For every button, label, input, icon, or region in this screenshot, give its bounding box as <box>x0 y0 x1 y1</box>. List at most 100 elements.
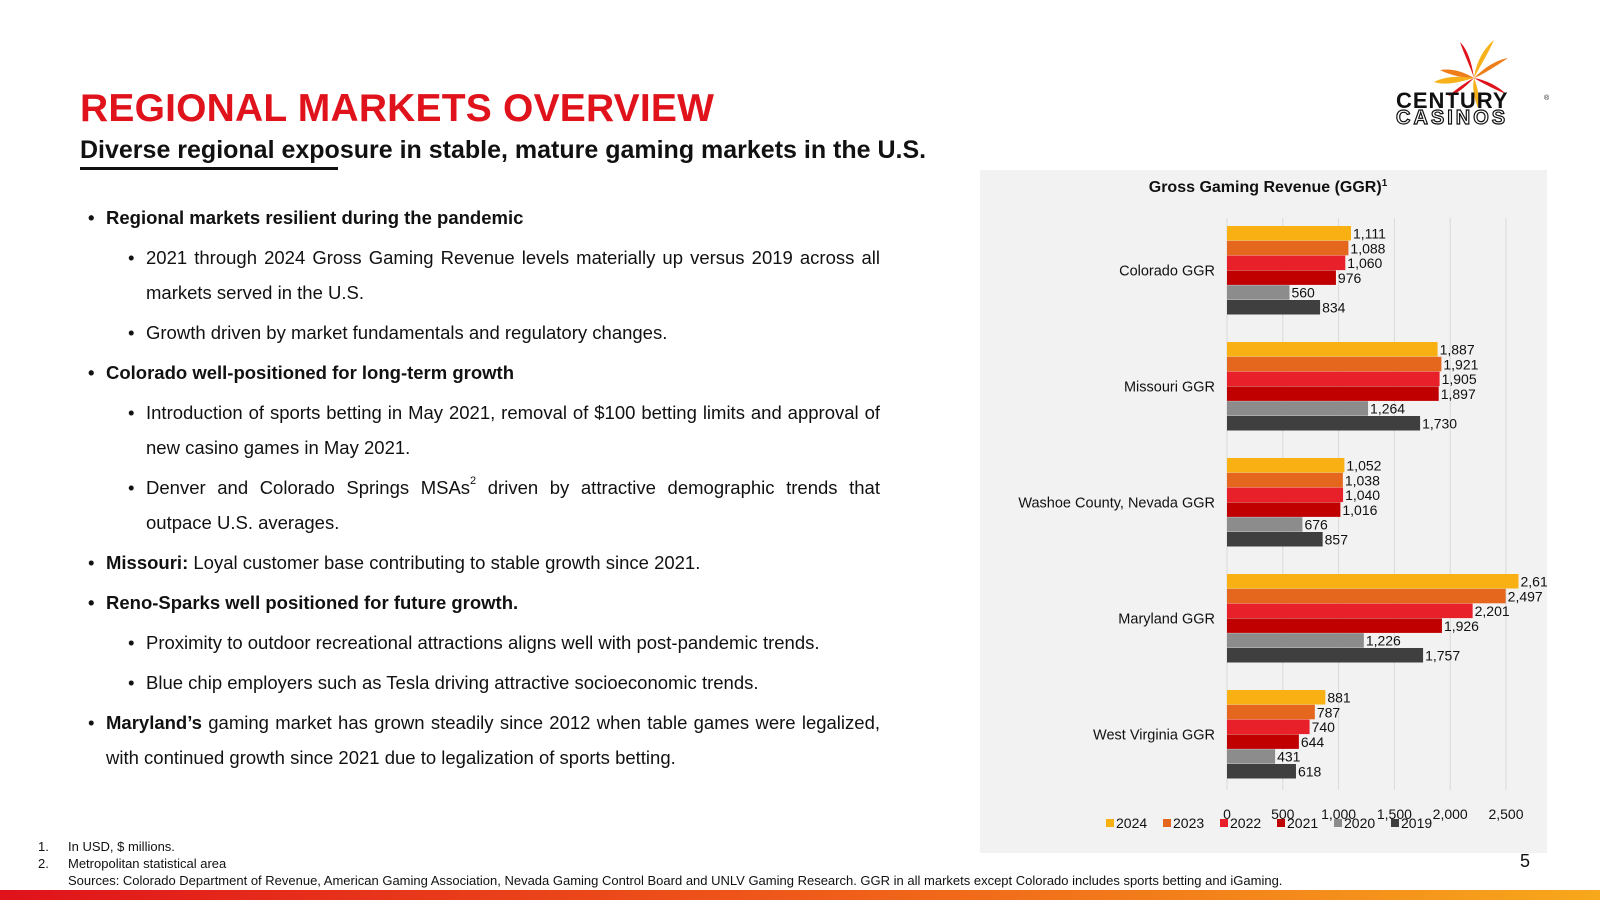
bar-2021 <box>1227 386 1439 401</box>
data-label: 1,921 <box>1443 356 1478 372</box>
bar-2023 <box>1227 588 1506 604</box>
ggr-chart-panel: Gross Gaming Revenue (GGR)1 0 500 1,000 1,50… <box>980 170 1547 853</box>
category-label: Washoe County, Nevada GGR <box>1018 495 1215 511</box>
legend-swatch-2024 <box>1106 819 1114 827</box>
bar-2023 <box>1227 356 1442 372</box>
data-label: 431 <box>1277 749 1301 765</box>
bar-2023 <box>1227 240 1349 256</box>
bar-2021 <box>1227 270 1336 285</box>
bullet-regional-markets: Regional markets resilient during the pa… <box>88 200 880 235</box>
bullet-outdoor-recreation: Proximity to outdoor recreational attrac… <box>88 625 880 660</box>
bar-2024 <box>1227 574 1519 589</box>
legend-swatch-2023 <box>1163 819 1171 827</box>
bar-2024 <box>1227 342 1438 357</box>
footnote-sources: Sources: Colorado Department of Revenue,… <box>68 873 1283 888</box>
data-label: 1,264 <box>1370 401 1405 417</box>
category-label: Maryland GGR <box>1118 611 1215 627</box>
century-casinos-logo: CENTURY ® CASINOS <box>1395 36 1556 130</box>
bar-2020 <box>1227 285 1290 300</box>
bottom-accent-bar <box>0 890 1600 900</box>
page-subtitle: Diverse regional exposure in stable, mat… <box>80 136 927 164</box>
data-label: 1,038 <box>1345 472 1380 488</box>
legend-swatch-2019 <box>1391 819 1399 827</box>
bar-2024 <box>1227 690 1326 705</box>
bullet-missouri: Missouri: Loyal customer base contributi… <box>88 545 880 580</box>
bullet-missouri-text: Loyal customer base contributing to stab… <box>188 552 701 573</box>
data-label: 2,612 <box>1520 574 1547 590</box>
x-tick-label: 2,000 <box>1433 806 1468 822</box>
data-label: 1,088 <box>1350 240 1385 256</box>
data-label: 676 <box>1304 517 1328 533</box>
footnotes: 1. In USD, $ millions. 2. Metropolitan sta… <box>38 838 1282 889</box>
bar-2022 <box>1227 719 1310 735</box>
data-label: 1,111 <box>1353 226 1386 242</box>
legend-label: 2022 <box>1230 815 1261 831</box>
data-label: 644 <box>1301 734 1325 750</box>
bar-2020 <box>1227 749 1276 764</box>
data-label: 834 <box>1322 300 1346 316</box>
data-label: 1,226 <box>1366 633 1401 649</box>
bullet-maryland-text: gaming market has grown steadily since 2… <box>106 712 880 768</box>
data-label: 787 <box>1317 704 1341 720</box>
chart-title-text: Gross Gaming Revenue (GGR) <box>1149 179 1382 196</box>
page-title: REGIONAL MARKETS OVERVIEW <box>80 87 715 130</box>
data-label: 1,757 <box>1425 648 1460 664</box>
bar-2022 <box>1227 603 1473 619</box>
bar-2020 <box>1227 633 1364 648</box>
data-label: 1,897 <box>1441 386 1476 402</box>
bar-2019 <box>1227 532 1323 547</box>
legend-swatch-2022 <box>1220 819 1228 827</box>
x-tick-label: 1,000 <box>1321 806 1356 822</box>
data-label: 857 <box>1325 532 1349 548</box>
data-label: 1,887 <box>1440 342 1475 358</box>
bullet-ggr-levels: 2021 through 2024 Gross Gaming Revenue l… <box>88 240 880 310</box>
footnote-1: 1. In USD, $ millions. <box>38 838 1282 855</box>
x-tick-label: 500 <box>1271 806 1295 822</box>
x-tick-label: 2,500 <box>1488 806 1523 822</box>
bar-2023 <box>1227 472 1343 488</box>
bar-2022 <box>1227 371 1440 387</box>
legend-label: 2024 <box>1116 815 1147 831</box>
data-label: 1,905 <box>1442 371 1477 387</box>
bullet-denver-text: Denver and Colorado Springs MSAs <box>146 477 471 498</box>
chart-title-footnote-ref: 1 <box>1382 178 1388 189</box>
bar-2019 <box>1227 300 1321 315</box>
category-label: Colorado GGR <box>1119 263 1215 279</box>
bullet-maryland-label: Maryland’s <box>106 712 202 733</box>
bar-2024 <box>1227 226 1351 241</box>
data-label: 2,201 <box>1475 603 1510 619</box>
subtitle-underline <box>80 167 338 170</box>
bar-2022 <box>1227 487 1344 503</box>
bullet-blue-chip: Blue chip employers such as Tesla drivin… <box>88 665 880 700</box>
bullet-missouri-label: Missouri: <box>106 552 189 573</box>
legend-label: 2021 <box>1287 815 1318 831</box>
chart-title: Gross Gaming Revenue (GGR)1 <box>1149 178 1388 196</box>
footnote-2: 2. Metropolitan statistical area <box>38 855 1282 872</box>
data-label: 1,926 <box>1444 618 1479 634</box>
data-label: 1,730 <box>1422 416 1457 432</box>
footnote-2-text: Metropolitan statistical area <box>68 856 227 871</box>
bar-2023 <box>1227 704 1315 720</box>
bar-2019 <box>1227 764 1296 779</box>
bar-2021 <box>1227 618 1442 633</box>
data-label: 1,060 <box>1347 255 1382 271</box>
legend-swatch-2020 <box>1334 819 1342 827</box>
data-label: 740 <box>1312 719 1336 735</box>
legend-swatch-2021 <box>1277 819 1285 827</box>
bullet-list: Regional markets resilient during the pa… <box>88 200 880 780</box>
page-number: 5 <box>1520 851 1531 871</box>
bar-2019 <box>1227 416 1421 431</box>
data-label: 881 <box>1327 690 1351 706</box>
bullet-growth-drivers: Growth driven by market fundamentals and… <box>88 315 880 350</box>
logo-century-text: CENTURY <box>1396 88 1509 113</box>
footnote-2-number: 2. <box>38 856 49 871</box>
x-tick-label: 0 <box>1223 806 1231 822</box>
bullet-sports-betting: Introduction of sports betting in May 20… <box>88 395 880 465</box>
ggr-bar-chart: Gross Gaming Revenue (GGR)1 0 500 1,000 1,50… <box>1018 178 1547 831</box>
bar-2020 <box>1227 401 1369 416</box>
legend-label: 2020 <box>1344 815 1375 831</box>
data-label: 1,040 <box>1345 487 1380 503</box>
legend-label: 2019 <box>1401 815 1432 831</box>
data-label: 2,497 <box>1508 588 1543 604</box>
logo-registered-mark: ® <box>1544 94 1550 102</box>
